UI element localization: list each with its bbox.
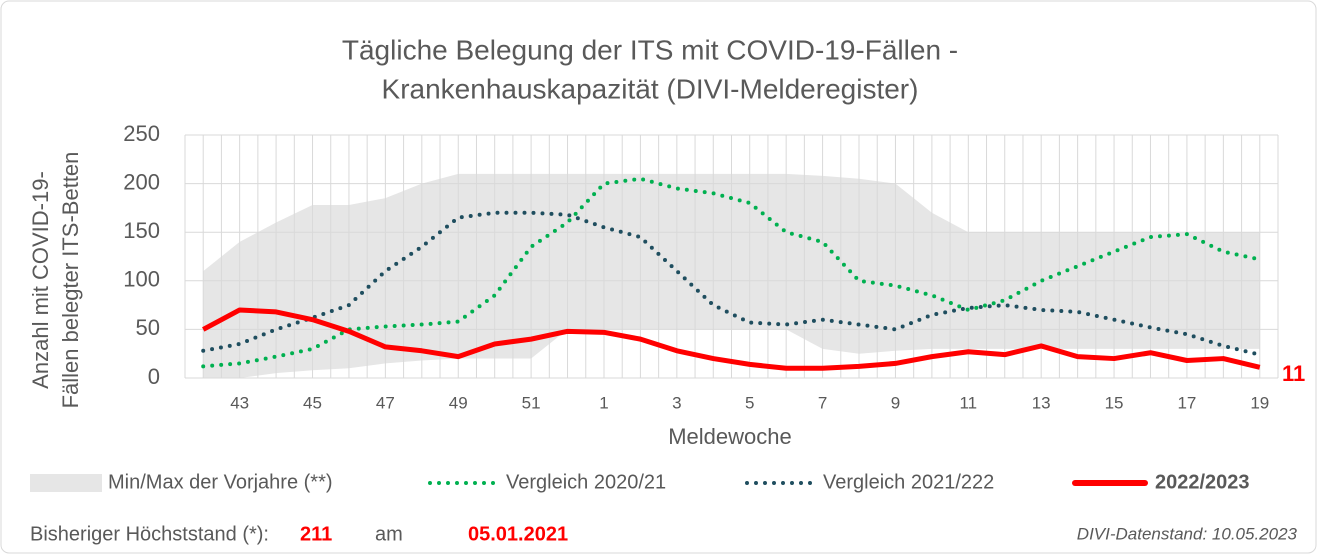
x-tick-label: 43 — [230, 393, 249, 412]
chart-title: Krankenhauskapazität (DIVI-Melderegister… — [382, 73, 919, 104]
y-axis-label: Fällen belegter ITS-Betten — [58, 152, 83, 409]
x-tick-label: 7 — [818, 393, 827, 412]
footer-value: 211 — [300, 523, 332, 545]
x-tick-label: 15 — [1105, 393, 1124, 412]
y-tick-label: 0 — [148, 364, 160, 389]
series-line — [201, 176, 1262, 369]
x-tick-label: 13 — [1032, 393, 1051, 412]
x-tick-label: 5 — [745, 393, 754, 412]
y-tick-label: 150 — [123, 218, 160, 243]
y-tick-label: 100 — [123, 267, 160, 292]
x-tick-label: 3 — [672, 393, 681, 412]
y-tick-label: 50 — [136, 315, 160, 340]
footer-source: DIVI-Datenstand: 10.05.2023 — [1077, 524, 1298, 543]
legend-label: 2022/2023 — [1155, 471, 1250, 493]
y-axis-label: Anzahl mit COVID-19- — [28, 171, 53, 389]
y-tick-label: 250 — [123, 121, 160, 146]
legend-swatch — [30, 474, 102, 492]
footer-label: am — [375, 523, 403, 545]
footer-label: Bisheriger Höchststand (*): — [30, 523, 269, 545]
legend-label: Vergleich 2020/21 — [506, 471, 666, 493]
legend-label: Vergleich 2021/222 — [823, 471, 994, 493]
series-line — [202, 307, 1261, 371]
x-tick-label: 51 — [522, 393, 541, 412]
footer-date: 05.01.2021 — [468, 523, 568, 545]
x-tick-label: 19 — [1250, 393, 1269, 412]
x-tick-label: 1 — [599, 393, 608, 412]
x-tick-label: 49 — [449, 393, 468, 412]
y-tick-label: 200 — [123, 169, 160, 194]
x-tick-label: 9 — [891, 393, 900, 412]
legend-label: Min/Max der Vorjahre (**) — [108, 471, 333, 493]
end-label: 11 — [1282, 361, 1305, 386]
x-axis-label: Meldewoche — [668, 424, 792, 449]
x-tick-label: 45 — [303, 393, 322, 412]
x-tick-label: 47 — [376, 393, 395, 412]
chart-title: Tägliche Belegung der ITS mit COVID-19-F… — [342, 34, 958, 65]
x-tick-label: 11 — [959, 393, 977, 412]
x-tick-label: 17 — [1177, 393, 1196, 412]
